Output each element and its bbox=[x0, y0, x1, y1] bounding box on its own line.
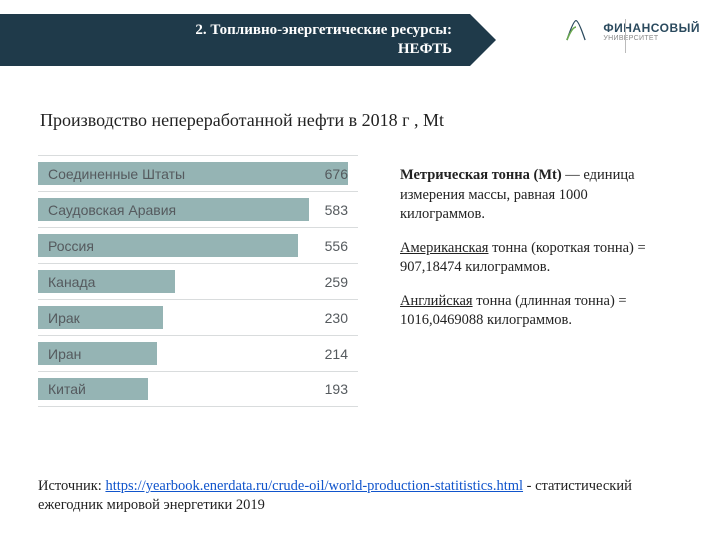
logo-mark-icon bbox=[563, 18, 589, 44]
definitions-block: Метрическая тонна (Mt) — единица измерен… bbox=[400, 166, 660, 345]
chart-row-value: 583 bbox=[325, 202, 358, 218]
definition-metric-ton: Метрическая тонна (Mt) — единица измерен… bbox=[400, 166, 660, 225]
header-line2: НЕФТЬ bbox=[195, 40, 452, 60]
source-link[interactable]: https://yearbook.enerdata.ru/crude-oil/w… bbox=[105, 478, 523, 494]
chart-row-label: Соединенные Штаты bbox=[38, 166, 203, 182]
table-row: Канада 259 bbox=[38, 263, 358, 299]
table-row: Соединенные Штаты 676 bbox=[38, 155, 358, 191]
university-logo: ФИНАНСОВЫЙ УНИВЕРСИТЕТ bbox=[563, 18, 700, 44]
chart-row-label: Иран bbox=[38, 346, 203, 362]
oil-production-chart: Соединенные Штаты 676 Саудовская Аравия 583… bbox=[38, 155, 358, 407]
slide-header-banner: 2. Топливно-энергетические ресурсы: НЕФТ… bbox=[0, 14, 470, 66]
table-row: Саудовская Аравия 583 bbox=[38, 191, 358, 227]
chart-row-value: 193 bbox=[325, 381, 358, 397]
header-line1: 2. Топливно-энергетические ресурсы: bbox=[195, 21, 452, 41]
table-row: Иран 214 bbox=[38, 335, 358, 371]
table-row: Ирак 230 bbox=[38, 299, 358, 335]
definition-uk-ton: Английская тонна (длинная тонна) = 1016,… bbox=[400, 292, 660, 331]
chart-row-value: 230 bbox=[325, 310, 358, 326]
logo-subtitle: УНИВЕРСИТЕТ bbox=[603, 35, 700, 42]
definition-us-ton: Американская тонна (короткая тонна) = 90… bbox=[400, 239, 660, 278]
chart-row-label: Россия bbox=[38, 238, 203, 254]
chart-row-value: 214 bbox=[325, 346, 358, 362]
page-title: Производство непереработанной нефти в 20… bbox=[40, 110, 444, 131]
table-row: Россия 556 bbox=[38, 227, 358, 263]
chart-row-label: Ирак bbox=[38, 310, 203, 326]
chart-row-label: Канада bbox=[38, 274, 203, 290]
chart-row-label: Китай bbox=[38, 381, 203, 397]
chart-row-value: 259 bbox=[325, 274, 358, 290]
chart-row-label: Саудовская Аравия bbox=[38, 202, 203, 218]
source-citation: Источник: https://yearbook.enerdata.ru/c… bbox=[38, 477, 690, 516]
chart-row-value: 676 bbox=[325, 166, 358, 182]
chart-row-value: 556 bbox=[325, 238, 358, 254]
table-row: Китай 193 bbox=[38, 371, 358, 407]
logo-title: ФИНАНСОВЫЙ bbox=[603, 21, 700, 35]
source-prefix: Источник: bbox=[38, 478, 105, 494]
header-chevron-shape bbox=[470, 14, 496, 66]
